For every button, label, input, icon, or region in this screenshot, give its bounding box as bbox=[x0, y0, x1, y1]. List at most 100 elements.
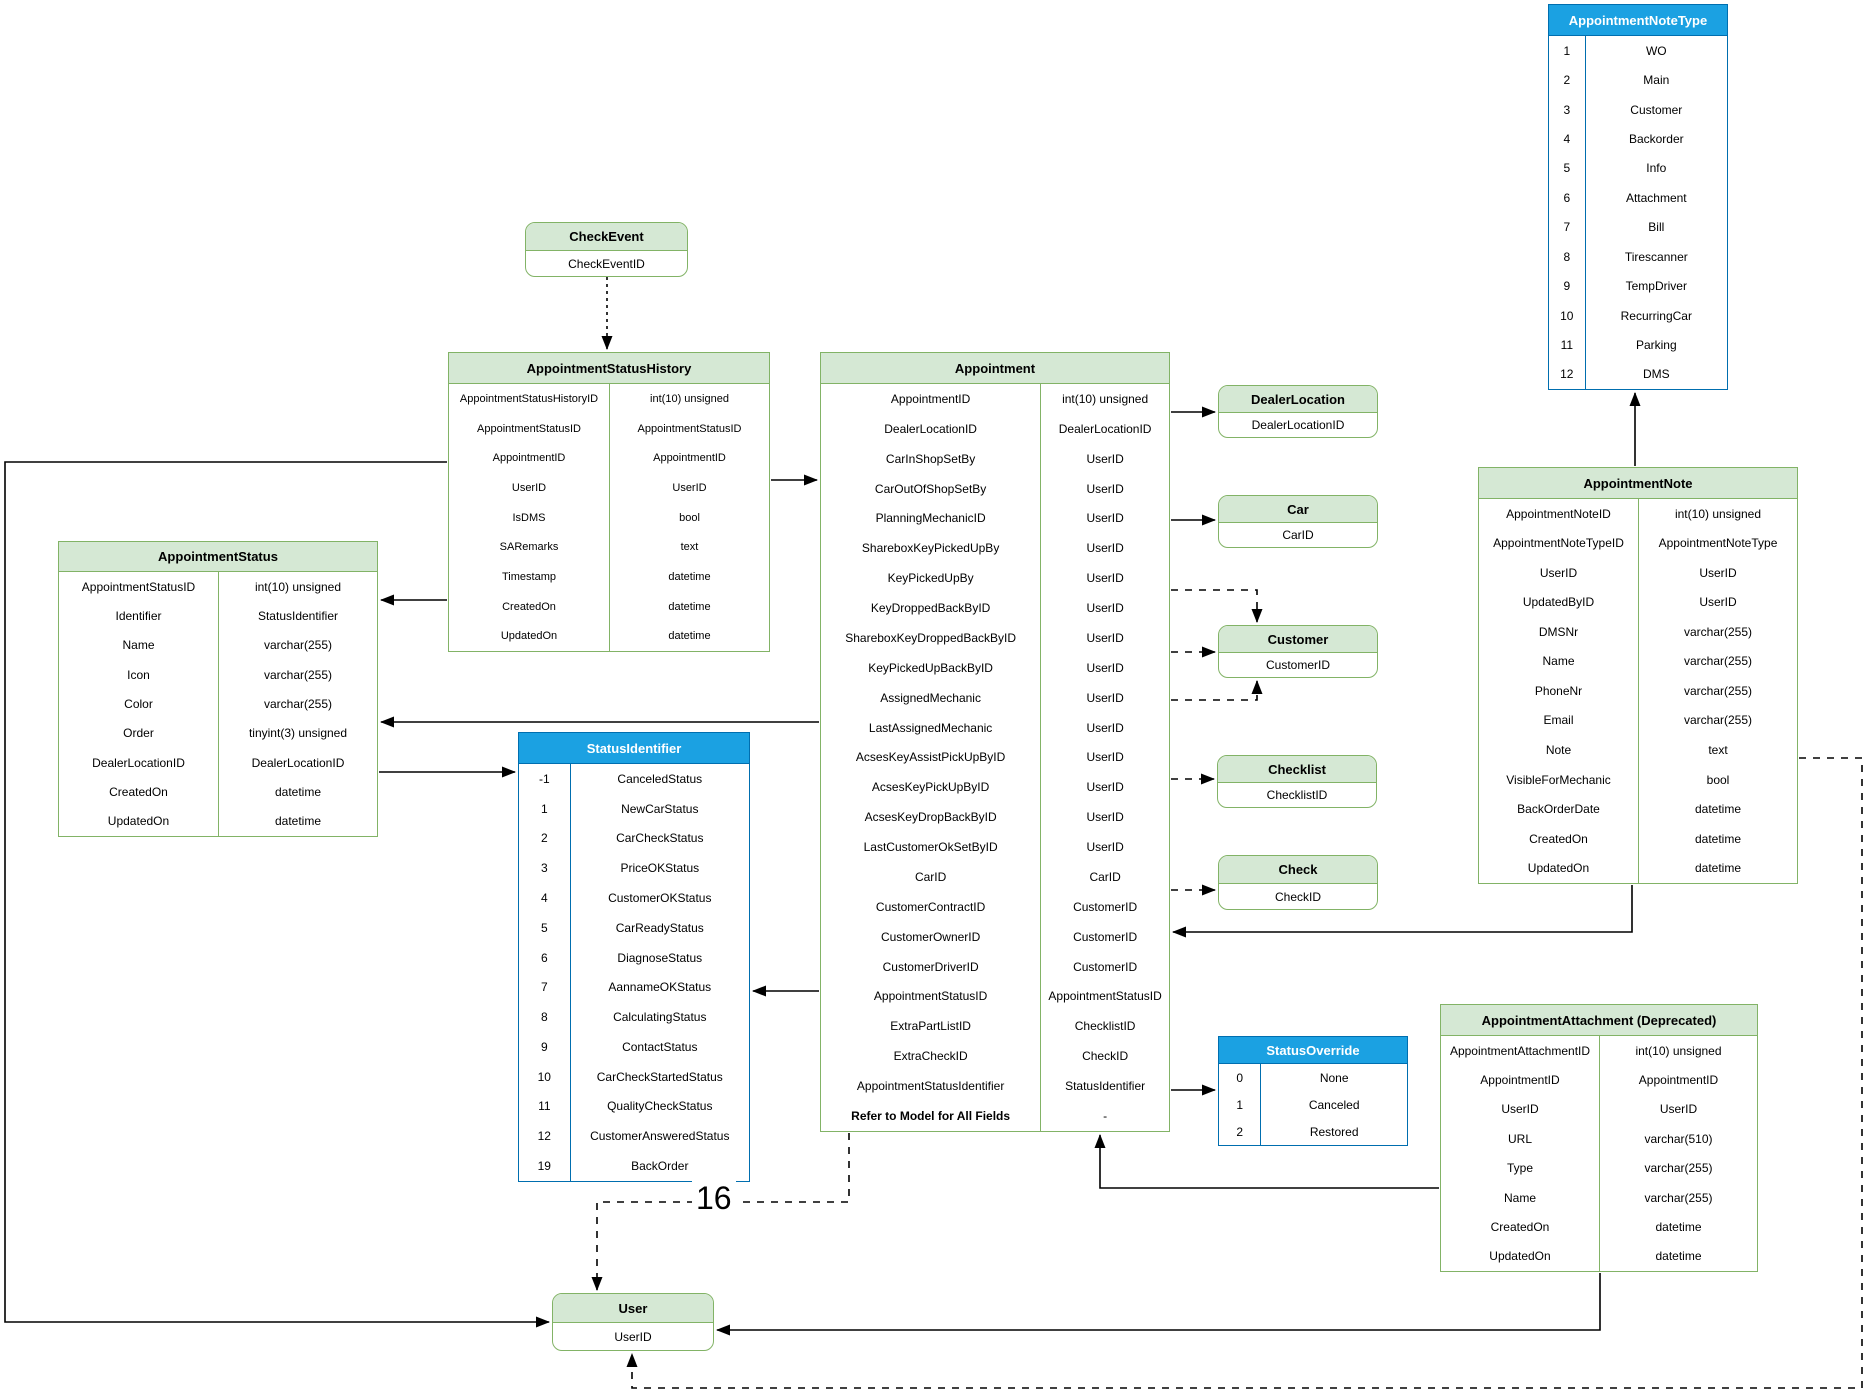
table-row: UpdatedOn datetime bbox=[449, 621, 769, 652]
table-row: Identifier StatusIdentifier bbox=[59, 601, 377, 631]
table-row: -1 CanceledStatus bbox=[519, 764, 749, 794]
table-row: Note text bbox=[1479, 735, 1797, 765]
field-name: 10 bbox=[537, 1069, 551, 1084]
table-row: SARemarks text bbox=[449, 532, 769, 563]
field-name: ExtraCheckID bbox=[893, 1049, 968, 1064]
table-row: UserID UserID bbox=[1479, 558, 1797, 588]
field-name: CustomerOwnerID bbox=[880, 929, 981, 944]
field-name: PlanningMechanicID bbox=[875, 511, 986, 526]
table-row: CustomerOwnerID CustomerID bbox=[821, 921, 1169, 952]
table-row: UpdatedOn datetime bbox=[1479, 853, 1797, 883]
field-type: - bbox=[1040, 1101, 1169, 1131]
table-title-dealerlocation: DealerLocation bbox=[1219, 386, 1377, 413]
field-type: UserID bbox=[1638, 558, 1797, 588]
field-name: UserID bbox=[1539, 565, 1578, 580]
table-title-car: Car bbox=[1219, 496, 1377, 523]
table-user: User UserID bbox=[552, 1293, 714, 1351]
field-type: CanceledStatus bbox=[569, 764, 749, 794]
field-name: AppointmentStatusIdentifier bbox=[856, 1079, 1005, 1094]
field-name: KeyPickedUpBackByID bbox=[868, 660, 993, 675]
table-appointmentstatus: AppointmentStatus AppointmentStatusID int(… bbox=[58, 541, 378, 837]
field-name: UpdatedOn bbox=[107, 814, 170, 829]
table-title-statusoverride: StatusOverride bbox=[1219, 1037, 1407, 1064]
table-row: AssignedMechanic UserID bbox=[821, 682, 1169, 713]
table-dealerlocation: DealerLocation DealerLocationID bbox=[1218, 385, 1378, 438]
table-row: 8 Tirescanner bbox=[1549, 241, 1727, 272]
field-name: 1 bbox=[1563, 43, 1571, 58]
field-name: Name bbox=[1503, 1190, 1536, 1205]
table-row: AppointmentStatusID AppointmentStatusID bbox=[449, 413, 769, 444]
field-name: LastAssignedMechanic bbox=[868, 720, 993, 735]
field-name: UserID bbox=[1501, 1102, 1539, 1117]
table-row: DealerLocationID bbox=[1219, 413, 1377, 437]
field-name: PhoneNr bbox=[1534, 683, 1583, 698]
field-type: Customer bbox=[1584, 94, 1727, 125]
field-type: TempDriver bbox=[1584, 271, 1727, 301]
field-name: SARemarks bbox=[499, 541, 559, 554]
table-row: PlanningMechanicID UserID bbox=[821, 503, 1169, 534]
field-type: varchar(255) bbox=[1638, 676, 1797, 706]
field-type: DealerLocationID bbox=[1040, 413, 1169, 444]
table-row: 1 Canceled bbox=[1219, 1091, 1407, 1118]
table-row: 0 None bbox=[1219, 1064, 1407, 1091]
field-name: 6 bbox=[540, 950, 548, 965]
table-row: CarID CarID bbox=[821, 862, 1169, 892]
table-row: ShareboxKeyPickedUpBy UserID bbox=[821, 533, 1169, 564]
field-type: UserID bbox=[1040, 503, 1169, 534]
table-body: AppointmentNoteID int(10) unsigned Appoint… bbox=[1479, 499, 1797, 883]
table-row: Color varchar(255) bbox=[59, 689, 377, 719]
field-type: Info bbox=[1584, 153, 1727, 184]
field-type: ChecklistID bbox=[1040, 1011, 1169, 1042]
field-name: 2 bbox=[1563, 73, 1571, 88]
field-name: Name bbox=[1542, 654, 1575, 669]
field-type: datetime bbox=[609, 562, 769, 592]
field-name: Timestamp bbox=[502, 570, 556, 583]
table-row: 1 WO bbox=[1549, 36, 1727, 66]
field-type: CarCheckStartedStatus bbox=[569, 1061, 749, 1092]
field-name: AppointmentID bbox=[1480, 1073, 1560, 1088]
field-name: CreatedOn bbox=[1490, 1219, 1550, 1234]
field-type: varchar(510) bbox=[1599, 1124, 1757, 1154]
table-row: CreatedOn datetime bbox=[449, 591, 769, 622]
table-row: ChecklistID bbox=[1218, 783, 1376, 807]
field-type: UserID bbox=[1040, 772, 1169, 803]
field-type: datetime bbox=[1638, 794, 1797, 824]
field-name: ShareboxKeyPickedUpBy bbox=[861, 541, 1000, 556]
field-name: URL bbox=[1507, 1131, 1532, 1146]
field-type: varchar(255) bbox=[218, 689, 377, 719]
table-row: CheckEventID bbox=[526, 251, 687, 276]
table-row: 2 Restored bbox=[1219, 1118, 1407, 1145]
table-row: Order tinyint(3) unsigned bbox=[59, 718, 377, 748]
field-name: CheckID bbox=[1274, 889, 1321, 904]
table-row: AppointmentID int(10) unsigned bbox=[821, 384, 1169, 414]
field-name: VisibleForMechanic bbox=[1506, 772, 1611, 787]
table-appointmentstatushistory: AppointmentStatusHistory AppointmentStatu… bbox=[448, 352, 770, 652]
table-row: Name varchar(255) bbox=[59, 630, 377, 660]
table-title-user: User bbox=[553, 1294, 713, 1323]
table-row: AppointmentAttachmentID int(10) unsigned bbox=[1441, 1036, 1757, 1066]
table-body: -1 CanceledStatus 1 NewCarStatus 2 CarCheckSt… bbox=[519, 764, 749, 1181]
field-name: AppointmentNoteID bbox=[1506, 506, 1611, 521]
field-type: varchar(255) bbox=[1599, 1182, 1757, 1213]
field-name: CreatedOn bbox=[1529, 831, 1588, 846]
field-name: 4 bbox=[540, 891, 548, 906]
table-title-appointmentattachment: AppointmentAttachment (Deprecated) bbox=[1441, 1005, 1757, 1036]
table-row: 12 CustomerAnsweredStatus bbox=[519, 1121, 749, 1152]
field-type: RecurringCar bbox=[1584, 300, 1727, 331]
table-row: AppointmentStatusIdentifier StatusIdentif… bbox=[821, 1071, 1169, 1101]
table-title-check: Check bbox=[1219, 856, 1377, 884]
field-type: Parking bbox=[1584, 330, 1727, 360]
table-row: AppointmentNoteID int(10) unsigned bbox=[1479, 499, 1797, 529]
field-type: PriceOKStatus bbox=[569, 853, 749, 884]
field-name: AppointmentAttachmentID bbox=[1449, 1043, 1591, 1058]
field-name: CustomerDriverID bbox=[882, 959, 979, 974]
table-row: CreatedOn datetime bbox=[1479, 823, 1797, 854]
table-row: 9 TempDriver bbox=[1549, 271, 1727, 301]
field-type: Backorder bbox=[1584, 124, 1727, 154]
field-type: StatusIdentifier bbox=[218, 601, 377, 631]
field-name: AssignedMechanic bbox=[880, 690, 981, 705]
table-body: CarID bbox=[1219, 523, 1377, 547]
field-type: CustomerID bbox=[1040, 921, 1169, 952]
field-name: AppointmentStatusID bbox=[477, 422, 581, 435]
table-row: 5 Info bbox=[1549, 153, 1727, 184]
